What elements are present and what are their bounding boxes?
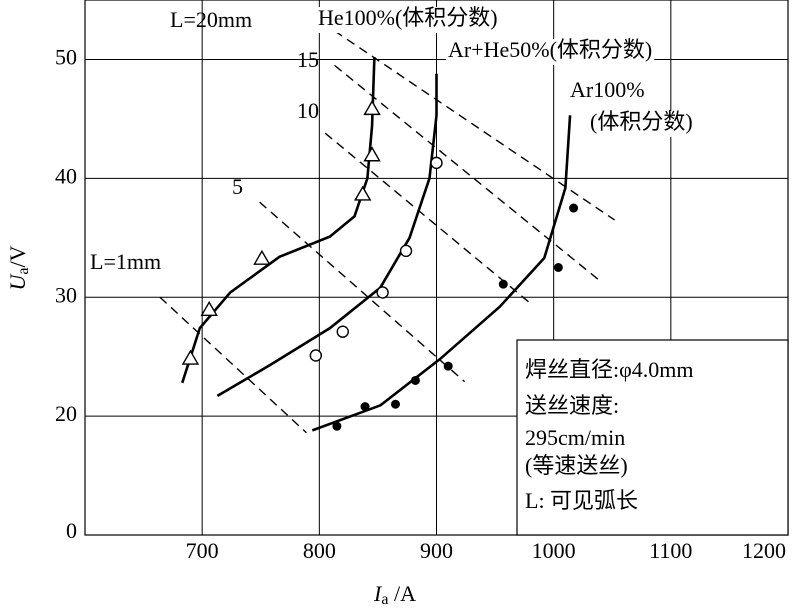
dot-point [410, 375, 420, 385]
dot-point [569, 203, 579, 213]
arc-length-label: 5 [232, 174, 243, 199]
circle-point [309, 349, 323, 362]
note-box [516, 339, 789, 536]
y-tick-label: 20 [55, 401, 77, 426]
triangle-point [200, 300, 218, 316]
note-line: 送丝速度: [525, 393, 619, 418]
triangle-point [253, 249, 271, 265]
note-line: L: 可见弧长 [525, 488, 638, 513]
arc-length-line [159, 296, 307, 434]
x-tick-label: 1000 [532, 538, 576, 563]
x-tick-label: 1100 [649, 538, 692, 563]
dot-point [390, 399, 400, 409]
arc-length-line [334, 64, 599, 280]
y-tick-label: 40 [55, 163, 77, 188]
arc-length-label: L=1mm [90, 249, 161, 274]
circle-point [376, 286, 389, 299]
x-tick-label: 700 [186, 538, 219, 563]
fit-curve [216, 73, 438, 398]
arc-length-line [334, 30, 615, 221]
circle-point [399, 244, 413, 258]
y-tick-label: 50 [55, 44, 77, 69]
series-label: He100%(体积分数) [318, 5, 498, 30]
triangle-point [363, 146, 381, 162]
label-bg [568, 79, 647, 105]
x-subscript: a [381, 591, 388, 608]
label-bg [446, 39, 655, 65]
y-axis-title: Ua/V [5, 245, 32, 290]
x-tick-label: 1200 [742, 538, 786, 563]
triangle-point [181, 349, 200, 365]
arc-length-line [259, 201, 466, 383]
arc-length-label: 15 [297, 47, 319, 72]
series-label: Ar100% [570, 77, 645, 102]
triangle-point [363, 99, 381, 116]
arc-length-label: L=20mm [170, 7, 252, 32]
y-unit: /V [5, 245, 30, 267]
y-tick-label: 30 [55, 282, 77, 307]
dot-point [498, 279, 508, 289]
series-label: Ar+He50%(体积分数) [448, 37, 652, 62]
dot-point [553, 263, 563, 272]
y-symbol: U [5, 273, 30, 291]
x-symbol: I [373, 581, 383, 606]
note-line: (等速送丝) [525, 453, 628, 478]
y-subscript: a [15, 268, 32, 275]
x-unit: /A [388, 581, 416, 606]
circle-point [336, 325, 349, 338]
triangle-point [353, 185, 372, 201]
dot-point [443, 361, 453, 371]
note-line: 焊丝直径:φ4.0mm [525, 357, 694, 382]
dot-point [332, 421, 342, 431]
fit-curve [311, 115, 572, 432]
note-line: 295cm/min [525, 425, 625, 450]
series-label: (体积分数) [590, 109, 693, 134]
x-axis-title: Ia /A [373, 581, 416, 608]
circle-point [430, 156, 443, 170]
label-bg [316, 7, 500, 33]
x-tick-label: 800 [303, 538, 336, 563]
fit-curve [181, 57, 376, 384]
x-tick-label: 900 [420, 538, 453, 563]
arc-length-label: 10 [297, 98, 319, 123]
arc-length-line [324, 132, 531, 304]
label-bg [588, 111, 695, 137]
dot-point [360, 402, 370, 412]
y-tick-label: 0 [66, 518, 77, 543]
